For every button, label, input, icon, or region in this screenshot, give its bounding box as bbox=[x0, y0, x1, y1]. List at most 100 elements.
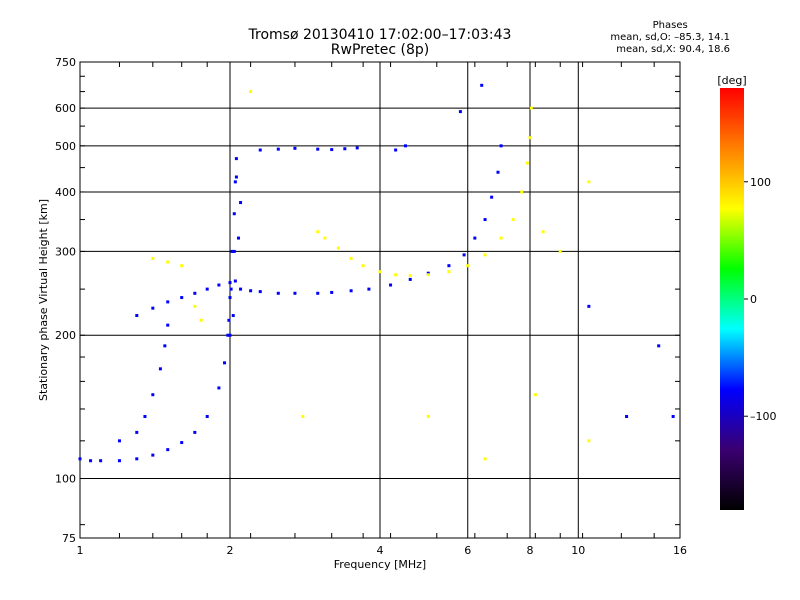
data-point bbox=[239, 287, 243, 291]
colorbar-tick-label: –100 bbox=[750, 410, 777, 423]
data-point bbox=[258, 148, 262, 152]
data-point bbox=[541, 230, 545, 234]
x-axis-label: Frequency [MHz] bbox=[334, 558, 426, 571]
phase-stats-title: Phases bbox=[652, 20, 688, 31]
data-point bbox=[230, 249, 234, 253]
data-point bbox=[316, 230, 320, 234]
data-point bbox=[249, 90, 253, 94]
data-point bbox=[151, 306, 155, 310]
y-tick-label: 400 bbox=[55, 186, 76, 199]
data-point bbox=[330, 148, 334, 152]
chart-subtitle: RwPretec (8p) bbox=[330, 42, 430, 58]
data-point bbox=[199, 318, 203, 322]
data-point bbox=[408, 274, 412, 278]
data-point bbox=[234, 157, 238, 161]
data-point bbox=[231, 314, 235, 318]
data-point bbox=[117, 459, 121, 463]
data-point bbox=[361, 264, 365, 268]
data-point bbox=[301, 414, 305, 418]
x-tick-label: 10 bbox=[571, 544, 585, 557]
data-point bbox=[525, 161, 529, 165]
data-point bbox=[228, 296, 232, 300]
x-tick-label: 8 bbox=[527, 544, 534, 557]
data-point bbox=[234, 175, 238, 179]
data-point bbox=[533, 393, 537, 397]
y-tick-label: 75 bbox=[62, 532, 76, 545]
data-point bbox=[355, 146, 359, 150]
data-point bbox=[232, 249, 236, 253]
data-point bbox=[158, 367, 162, 371]
data-point bbox=[496, 170, 500, 174]
data-point bbox=[483, 253, 487, 257]
data-point bbox=[466, 264, 470, 268]
data-point bbox=[499, 144, 503, 148]
data-point bbox=[408, 277, 412, 281]
data-point bbox=[462, 253, 466, 257]
data-point bbox=[276, 147, 280, 151]
y-tick-label: 100 bbox=[55, 473, 76, 486]
y-tick-label: 500 bbox=[55, 140, 76, 153]
data-point bbox=[180, 296, 184, 300]
data-point bbox=[389, 283, 393, 287]
data-point bbox=[205, 287, 209, 291]
data-point bbox=[276, 291, 280, 295]
chart-title-block: Tromsø 20130410 17:02:00–17:03:43 RwPret… bbox=[230, 28, 530, 58]
data-point bbox=[217, 283, 221, 287]
y-tick-label: 600 bbox=[55, 102, 76, 115]
data-point bbox=[166, 448, 170, 452]
data-point bbox=[529, 106, 533, 110]
data-point bbox=[426, 271, 430, 275]
data-point bbox=[520, 190, 524, 194]
data-point bbox=[343, 147, 347, 151]
data-point bbox=[447, 264, 451, 268]
plot-area bbox=[79, 61, 681, 539]
data-point bbox=[239, 201, 243, 205]
x-tick-label: 4 bbox=[377, 544, 384, 557]
data-point bbox=[473, 236, 477, 240]
data-point bbox=[193, 430, 197, 434]
data-point bbox=[228, 333, 232, 337]
data-point bbox=[135, 457, 139, 461]
colorbar-tick-label: 0 bbox=[750, 293, 757, 306]
chart-title: Tromsø 20130410 17:02:00–17:03:43 bbox=[248, 27, 512, 43]
data-point bbox=[587, 304, 591, 308]
data-point bbox=[480, 83, 484, 87]
data-point bbox=[293, 291, 297, 295]
data-point bbox=[671, 414, 675, 418]
data-point bbox=[258, 290, 262, 294]
data-point bbox=[394, 273, 398, 277]
data-point bbox=[78, 457, 82, 461]
data-point bbox=[336, 246, 340, 250]
data-point bbox=[151, 453, 155, 457]
data-point bbox=[99, 459, 103, 463]
data-point bbox=[316, 147, 320, 151]
data-point bbox=[394, 148, 398, 152]
y-axis-label: Stationary phase Virtual Height [km] bbox=[37, 199, 50, 401]
data-point bbox=[511, 218, 515, 222]
axes: 1 2 4 6 8 10 16 75 100 200 300 400 500 600 750 bbox=[55, 56, 687, 557]
data-point bbox=[226, 333, 230, 337]
data-point bbox=[528, 136, 532, 140]
y-tick-label: 300 bbox=[55, 245, 76, 258]
data-point bbox=[249, 289, 253, 293]
data-point bbox=[193, 291, 197, 295]
x-tick-label: 6 bbox=[464, 544, 471, 557]
y-tick-label: 200 bbox=[55, 329, 76, 342]
data-point bbox=[483, 218, 487, 222]
data-point bbox=[349, 289, 353, 293]
data-point bbox=[625, 414, 629, 418]
data-point bbox=[403, 144, 407, 148]
data-point bbox=[233, 180, 237, 184]
data-point bbox=[558, 249, 562, 253]
data-point bbox=[217, 386, 221, 390]
data-point bbox=[587, 180, 591, 184]
phase-stats: Phases mean, sd,O: –85.3, 14.1 mean, sd,… bbox=[610, 20, 730, 56]
data-point bbox=[330, 290, 334, 294]
x-tick-label: 2 bbox=[227, 544, 234, 557]
x-tick-label: 1 bbox=[77, 544, 84, 557]
data-point bbox=[223, 361, 227, 365]
data-point bbox=[499, 236, 503, 240]
data-point bbox=[193, 304, 197, 308]
colorbar-unit-label: [deg] bbox=[717, 74, 746, 87]
